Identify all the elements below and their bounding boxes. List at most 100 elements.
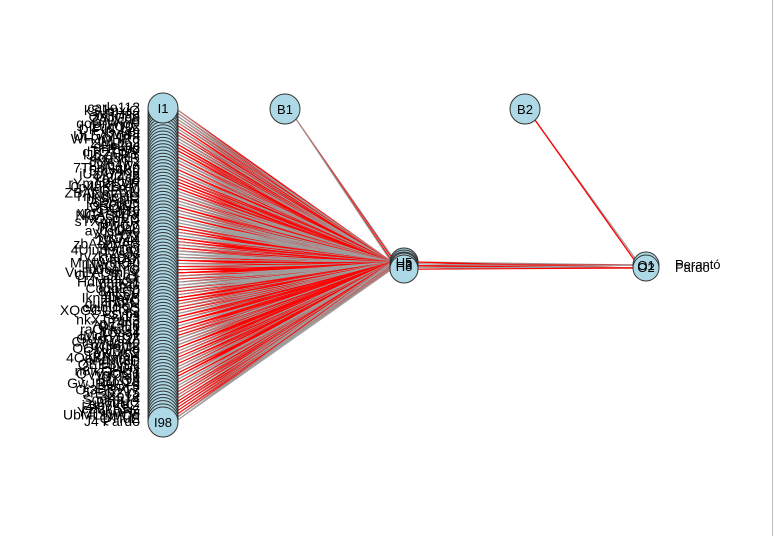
input-variable-name: lJ5ZpRjY bbox=[83, 147, 140, 163]
input-variable-name: 19ymN bbox=[96, 232, 140, 248]
hidden-output-edge bbox=[415, 267, 635, 270]
input-variable-name: adyGt bbox=[103, 270, 140, 286]
input-variable-name: 1yXwl5X bbox=[86, 346, 141, 362]
input-variable-name: XQGGDP3Q bbox=[60, 302, 140, 318]
input-variable-name: wcJZZ bbox=[98, 229, 141, 245]
input-variable-name: 96nHC bbox=[96, 394, 140, 410]
input-variable-name: cgloUKiS bbox=[82, 299, 140, 315]
input-variable-name: ZADc0n bbox=[89, 112, 140, 128]
input-variable-labels: kSJmxiQwRHJgOaJylboZADc0ngoDrWjoPZqcO0xD… bbox=[60, 102, 141, 426]
output-node-label-o1: O1 bbox=[637, 258, 654, 273]
input-variable-name-first: carlo112 bbox=[87, 99, 140, 115]
input-variable-name: TnKOeHQ bbox=[75, 188, 140, 204]
input-variable-name: kSJmxiQ bbox=[84, 102, 140, 118]
input-variable-name: QVygOG1 bbox=[76, 365, 140, 381]
input-variable-name: ZqcO0x bbox=[91, 118, 140, 134]
input-variable-name: QTfuE bbox=[100, 410, 140, 426]
input-variable-name: Oi3ERvT7 bbox=[75, 381, 140, 397]
input-variable-name: zbAopVAS bbox=[73, 235, 140, 251]
input-variable-name: 5rEG2V5 bbox=[82, 384, 140, 400]
input-variable-name: NGASi4RI bbox=[75, 207, 140, 223]
input-variable-name: 3vI4a bbox=[106, 124, 140, 140]
bias-edge bbox=[295, 118, 397, 270]
bias-node-label-b2: B2 bbox=[517, 102, 533, 117]
input-variable-name: GwJRUATh bbox=[67, 375, 140, 391]
input-variable-name: SgcRa74 bbox=[82, 391, 140, 407]
input-variable-name: dTQ7WY bbox=[82, 143, 140, 159]
input-variable-name: 5thy4Kg bbox=[89, 162, 140, 178]
input-variable-name: raOHoG1 bbox=[80, 321, 140, 337]
output-variable-name-2: Pardo bbox=[675, 260, 710, 275]
input-variable-name: T2s3s bbox=[102, 245, 140, 261]
output-variable-name-1: Perantó bbox=[675, 257, 721, 272]
input-variable-name: jADb8qu bbox=[85, 194, 140, 210]
input-variable-name: zH8fQ bbox=[100, 292, 140, 308]
input-variable-name: IMdHYQk bbox=[79, 327, 141, 343]
input-variable-name: bopxG bbox=[99, 277, 140, 293]
input-variable-name: bh8AaiR bbox=[86, 191, 140, 207]
input-variable-name: pE4nq bbox=[100, 315, 140, 331]
hidden-node-label-h3: H3 bbox=[396, 257, 413, 272]
input-variable-name: qc66rcz bbox=[91, 337, 140, 353]
input-variable-name: IknmmyP bbox=[82, 289, 140, 305]
input-variable-name: nhvGV bbox=[97, 216, 140, 232]
input-variable-name: VDQiXg bbox=[89, 200, 140, 216]
input-layer bbox=[147, 95, 179, 435]
input-variable-name: Y0xng0 bbox=[93, 172, 141, 188]
bias-node-b2: B2 bbox=[509, 93, 541, 125]
bias-edge bbox=[534, 119, 641, 269]
input-variable-name-last: J4 Pardo bbox=[84, 413, 140, 429]
input-node-last: I98 bbox=[147, 406, 179, 438]
hidden-output-connections bbox=[415, 261, 635, 270]
input-variable-name: n8tkQHU4 bbox=[75, 362, 141, 378]
bias-node-b1: B1 bbox=[269, 93, 301, 125]
input-variable-name: n1LO5 bbox=[98, 372, 140, 388]
input-variable-name: jOxRi9 bbox=[97, 369, 140, 385]
input-variable-name: gjL6V bbox=[104, 286, 140, 302]
plot-border bbox=[772, 0, 773, 536]
input-variable-name: goDrWjoP bbox=[76, 115, 140, 131]
input-variable-name: ay0s1Ho bbox=[85, 223, 140, 239]
input-variable-name: MrNWgIO0 bbox=[70, 254, 140, 270]
input-variable-name: TOsJ4 bbox=[99, 324, 140, 340]
input-variable-name: vtb4wx bbox=[96, 156, 140, 172]
input-variable-name: CMvBlrQ bbox=[83, 343, 140, 359]
input-hidden-connections bbox=[174, 107, 393, 423]
input-variable-name: rYmqSCVP bbox=[68, 175, 140, 191]
input-variable-name: YZNhDRs bbox=[77, 403, 140, 419]
input-variable-name: OlX13EqY bbox=[75, 267, 141, 283]
input-variable-name: YeQFBt0 bbox=[84, 181, 141, 197]
input-variable-name: ssv6s bbox=[104, 305, 140, 321]
input-variable-name: XNHVy bbox=[95, 226, 140, 242]
input-variable-name: CfnWwa4p bbox=[72, 334, 141, 350]
input-variable-name: OOxuPwfo bbox=[72, 340, 140, 356]
input-variable-name: WHJOHRg bbox=[71, 131, 140, 147]
input-variable-name: ZBANmAxU bbox=[65, 185, 140, 201]
input-variable-name: wO5qEC bbox=[83, 210, 140, 226]
input-variable-name: R4dc0 bbox=[100, 220, 141, 236]
hidden-node-label-h5: H5 bbox=[396, 255, 413, 270]
input-variable-name: h0eaYQ bbox=[89, 261, 140, 277]
input-variable-name: rvzkmrXY bbox=[79, 248, 140, 264]
input-variable-name: cBz2aSiz bbox=[82, 400, 140, 416]
input-variable-name: xm97HfTy bbox=[77, 204, 140, 220]
hidden-node-label-h8: H8 bbox=[396, 259, 413, 274]
input-variable-name: 9HPmd bbox=[93, 140, 140, 156]
input-variable-name: iUzA729a bbox=[79, 166, 140, 182]
input-variable-name: 0p4nKDxM bbox=[71, 178, 140, 194]
input-variable-name: zWjJt62 bbox=[90, 134, 140, 150]
input-variable-name: xxVNlt3P bbox=[82, 353, 140, 369]
input-variable-name: slJi3 bbox=[112, 308, 140, 324]
input-variable-name: 4UiubmDO bbox=[71, 242, 140, 258]
input-variable-name: KFIav bbox=[103, 239, 140, 255]
input-variable-name: U2I4c2 bbox=[96, 169, 141, 185]
input-variable-name: qumAFN bbox=[85, 296, 140, 312]
input-variable-name: 7O1aLe bbox=[90, 318, 140, 334]
input-variable-name: sTXmPXR bbox=[75, 213, 140, 229]
input-variable-name: 8AkC0 bbox=[98, 283, 140, 299]
bias-connections bbox=[295, 118, 641, 270]
input-variable-name: UbML1WOd bbox=[63, 407, 140, 423]
bias-node-label-b1: B1 bbox=[277, 102, 293, 117]
input-variable-name: UL5A7GPt bbox=[73, 128, 140, 144]
